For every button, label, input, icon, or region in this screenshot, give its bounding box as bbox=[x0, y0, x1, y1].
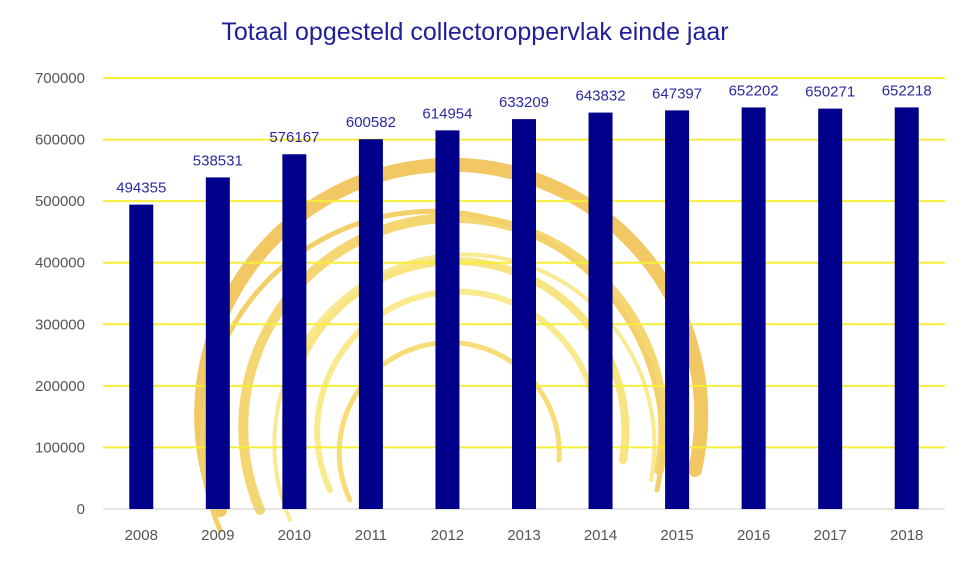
data-label: 650271 bbox=[805, 84, 855, 101]
bar bbox=[129, 204, 154, 509]
data-label: 614954 bbox=[422, 105, 472, 122]
x-tick-label: 2015 bbox=[660, 527, 693, 544]
chart-title: Totaal opgesteld collectoroppervlak eind… bbox=[221, 18, 729, 46]
x-tick-label: 2011 bbox=[355, 527, 387, 544]
bar bbox=[435, 130, 460, 509]
y-tick-label: 600000 bbox=[35, 132, 85, 149]
x-tick-label: 2012 bbox=[431, 527, 464, 544]
x-tick-label: 2010 bbox=[278, 527, 311, 544]
swirl-arc bbox=[238, 212, 669, 515]
data-label: 538531 bbox=[193, 152, 243, 169]
data-label: 643832 bbox=[576, 88, 626, 105]
data-label: 600582 bbox=[346, 114, 396, 131]
bar bbox=[282, 154, 307, 510]
data-label: 494355 bbox=[116, 180, 166, 197]
y-tick-label: 200000 bbox=[35, 378, 85, 395]
data-label: 652218 bbox=[882, 82, 932, 99]
x-tick-label: 2017 bbox=[813, 527, 846, 544]
bar bbox=[894, 107, 919, 510]
x-tick-label: 2016 bbox=[737, 527, 770, 544]
swirl-arc bbox=[336, 340, 562, 503]
y-tick-label: 400000 bbox=[35, 255, 85, 272]
data-label: 633209 bbox=[499, 94, 549, 111]
bar bbox=[665, 110, 690, 509]
bar bbox=[205, 177, 230, 510]
x-tick-label: 2013 bbox=[507, 527, 540, 544]
bar bbox=[358, 139, 383, 510]
y-tick-label: 100000 bbox=[35, 439, 85, 456]
data-label: 647397 bbox=[652, 85, 702, 102]
x-tick-label: 2009 bbox=[201, 527, 234, 544]
y-tick-label: 500000 bbox=[35, 193, 85, 210]
x-tick-label: 2018 bbox=[890, 527, 923, 544]
x-tick-label: 2008 bbox=[125, 527, 158, 544]
y-tick-label: 0 bbox=[77, 501, 85, 518]
data-label: 576167 bbox=[269, 129, 319, 146]
y-tick-label: 700000 bbox=[35, 70, 85, 87]
bar bbox=[741, 107, 766, 510]
bar bbox=[818, 108, 843, 509]
x-tick-label: 2014 bbox=[584, 527, 617, 544]
data-label: 652202 bbox=[729, 82, 779, 99]
bar bbox=[512, 119, 536, 509]
bar bbox=[588, 112, 613, 510]
y-tick-label: 300000 bbox=[35, 316, 85, 333]
